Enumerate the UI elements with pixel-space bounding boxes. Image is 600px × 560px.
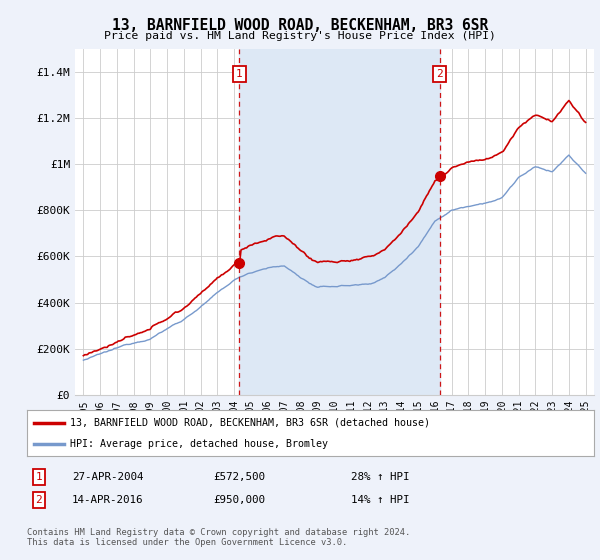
Text: 13, BARNFIELD WOOD ROAD, BECKENHAM, BR3 6SR (detached house): 13, BARNFIELD WOOD ROAD, BECKENHAM, BR3 … [70, 418, 430, 428]
Text: 1: 1 [35, 472, 43, 482]
Text: 2: 2 [35, 495, 43, 505]
Bar [239, 49, 440, 395]
Text: HPI: Average price, detached house, Bromley: HPI: Average price, detached house, Brom… [70, 439, 328, 449]
Text: Price paid vs. HM Land Registry's House Price Index (HPI): Price paid vs. HM Land Registry's House … [104, 31, 496, 41]
Text: 27-APR-2004: 27-APR-2004 [72, 472, 143, 482]
Text: 14-APR-2016: 14-APR-2016 [72, 495, 143, 505]
Text: £950,000: £950,000 [213, 495, 265, 505]
Text: £572,500: £572,500 [213, 472, 265, 482]
Text: Contains HM Land Registry data © Crown copyright and database right 2024.
This d: Contains HM Land Registry data © Crown c… [27, 528, 410, 548]
Text: 1: 1 [236, 69, 243, 79]
Text: 13, BARNFIELD WOOD ROAD, BECKENHAM, BR3 6SR: 13, BARNFIELD WOOD ROAD, BECKENHAM, BR3 … [112, 18, 488, 33]
Text: 2: 2 [436, 69, 443, 79]
Text: 14% ↑ HPI: 14% ↑ HPI [351, 495, 409, 505]
Text: 28% ↑ HPI: 28% ↑ HPI [351, 472, 409, 482]
